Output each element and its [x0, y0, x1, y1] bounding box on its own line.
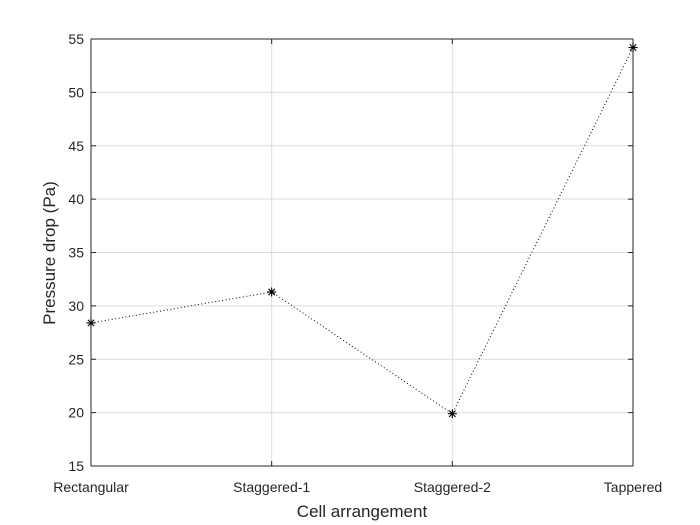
data-point: [86, 318, 96, 328]
grid: [91, 39, 633, 466]
x-tick-label: Staggered-2: [414, 479, 491, 495]
x-tick-label: Staggered-1: [233, 479, 310, 495]
x-tick-label: Tappered: [604, 479, 662, 495]
y-axis-label: Pressure drop (Pa): [40, 181, 59, 325]
y-tick-label: 30: [68, 298, 84, 314]
data-point: [267, 287, 277, 297]
y-tick-label: 35: [68, 245, 84, 261]
x-tick-label: Rectangular: [53, 479, 129, 495]
y-tick-label: 20: [68, 405, 84, 421]
y-tick-label: 45: [68, 138, 84, 154]
series-line: [90, 47, 634, 415]
y-tick-label: 50: [68, 84, 84, 100]
y-tick-label: 55: [68, 31, 84, 47]
y-tick-label: 25: [68, 351, 84, 367]
x-axis-ticks: Rectangular Staggered-1 Staggered-2 Tappere…: [53, 39, 662, 495]
y-tick-label: 15: [68, 458, 84, 474]
series-layer: [86, 43, 638, 419]
y-tick-label: 40: [68, 191, 84, 207]
y-axis-ticks: 15 20 25 30 35 40 45 50 55: [68, 31, 633, 474]
data-point: [447, 409, 457, 419]
data-point: [628, 43, 638, 53]
x-axis-label: Cell arrangement: [297, 502, 428, 521]
